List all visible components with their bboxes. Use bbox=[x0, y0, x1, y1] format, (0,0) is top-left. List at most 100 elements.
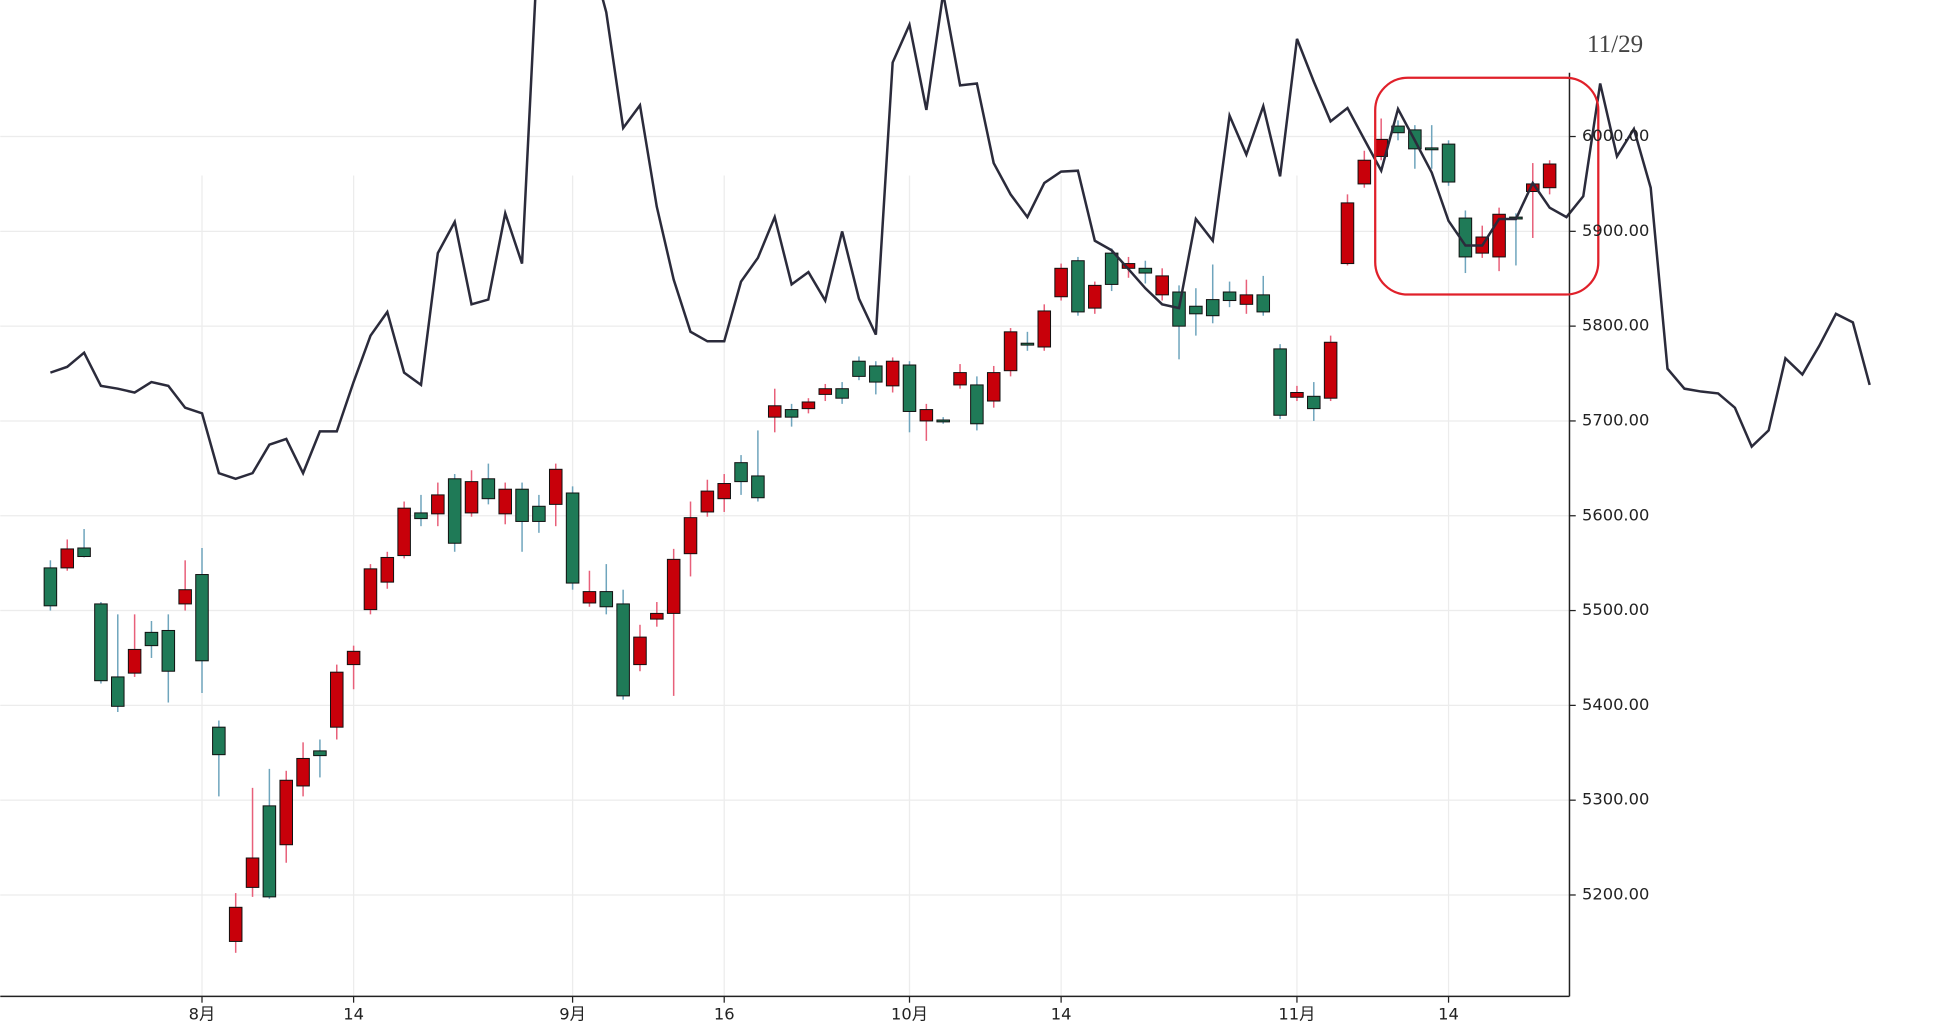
candle-body bbox=[852, 360, 866, 377]
candle-body bbox=[346, 650, 361, 666]
candle-body bbox=[1542, 163, 1557, 189]
candle-body bbox=[633, 636, 647, 666]
candle-body bbox=[1003, 331, 1018, 372]
candle-body bbox=[60, 548, 75, 569]
candle-body bbox=[481, 478, 496, 500]
candle-body bbox=[144, 631, 159, 647]
candle-body bbox=[683, 517, 698, 555]
y-tick-label: 5300.00 bbox=[1582, 790, 1649, 809]
y-tick-label: 5200.00 bbox=[1582, 884, 1649, 903]
candle-body bbox=[296, 757, 310, 787]
x-tick-label: 14 bbox=[1438, 1005, 1459, 1024]
line-series bbox=[49, 0, 1871, 481]
annotation: 11/29 bbox=[1587, 31, 1643, 58]
candle-body bbox=[1357, 159, 1372, 185]
candle-body bbox=[784, 409, 799, 418]
candle-body bbox=[1155, 275, 1169, 296]
candle-body bbox=[616, 603, 630, 697]
candle-body bbox=[582, 591, 597, 604]
candle-body bbox=[1323, 341, 1338, 399]
candle-body bbox=[329, 671, 344, 728]
candle-body bbox=[565, 492, 580, 584]
candle-body bbox=[1037, 310, 1052, 348]
y-tick-label: 5600.00 bbox=[1582, 505, 1649, 524]
candle-body bbox=[1054, 267, 1068, 298]
x-tick-label: 11月 bbox=[1278, 1005, 1315, 1024]
candle-body bbox=[431, 494, 445, 515]
candle-body bbox=[548, 468, 563, 505]
candle-body bbox=[1222, 291, 1237, 302]
candle-body bbox=[1441, 143, 1456, 183]
candle-body bbox=[1424, 147, 1439, 151]
candle-body bbox=[464, 481, 479, 514]
candle-body bbox=[801, 401, 816, 410]
candle-body bbox=[414, 512, 428, 520]
candle-body bbox=[1256, 294, 1271, 313]
candle-body bbox=[599, 591, 614, 608]
marks bbox=[43, 0, 1871, 953]
candle-body bbox=[936, 419, 950, 423]
candle-body bbox=[986, 372, 1001, 402]
candle-body bbox=[94, 603, 108, 682]
x-tick-label: 10月 bbox=[891, 1005, 928, 1024]
grid bbox=[0, 135, 1570, 997]
candle-body bbox=[363, 568, 378, 611]
candle-body bbox=[818, 388, 833, 395]
candle-body bbox=[1307, 395, 1321, 410]
candle-body bbox=[751, 475, 765, 499]
candle-body bbox=[195, 574, 209, 662]
candle-body bbox=[1088, 284, 1102, 309]
candle-body bbox=[212, 726, 226, 756]
candle-body bbox=[1205, 299, 1220, 317]
x-tick-label: 14 bbox=[343, 1005, 364, 1024]
labels: 5200.00 5300.00 5400.00 5500.00 5600.00 5700.… bbox=[189, 126, 1650, 1024]
candle-body bbox=[532, 505, 546, 522]
candle-body bbox=[835, 388, 849, 399]
candle-body bbox=[313, 750, 327, 757]
candle-body bbox=[1104, 252, 1119, 285]
candle-body bbox=[447, 478, 462, 544]
candle-body bbox=[953, 372, 967, 386]
candle-body bbox=[1020, 342, 1035, 346]
y-tick-label: 5500.00 bbox=[1582, 600, 1649, 619]
candle-body bbox=[262, 805, 277, 898]
x-tick-label: 16 bbox=[714, 1005, 735, 1024]
candle-body bbox=[666, 558, 681, 614]
candle-body bbox=[885, 360, 900, 387]
candle-body bbox=[734, 462, 748, 483]
candle-body bbox=[1340, 202, 1355, 265]
candle-body bbox=[245, 857, 260, 888]
candle-body bbox=[1138, 267, 1153, 274]
candle-body bbox=[902, 364, 917, 412]
candle-body bbox=[700, 490, 715, 513]
y-tick-label: 5900.00 bbox=[1582, 221, 1649, 240]
candle-body bbox=[1189, 305, 1203, 315]
candle-body bbox=[650, 612, 664, 620]
candle-body bbox=[178, 589, 192, 605]
candle-body bbox=[767, 405, 782, 418]
y-tick-label: 5700.00 bbox=[1582, 410, 1649, 429]
candle-body bbox=[380, 556, 395, 583]
x-tick-label: 8月 bbox=[189, 1005, 216, 1024]
y-tick-label: 6000.00 bbox=[1582, 126, 1649, 145]
candle-body bbox=[717, 483, 731, 500]
candle-body bbox=[161, 629, 176, 672]
highlight-box bbox=[1374, 76, 1600, 296]
candle-body bbox=[228, 906, 243, 942]
x-tick-label: 14 bbox=[1051, 1005, 1072, 1024]
candle-body bbox=[1071, 260, 1085, 313]
candle-body bbox=[279, 779, 293, 846]
candle-body bbox=[1273, 348, 1287, 416]
y-tick-label: 5400.00 bbox=[1582, 695, 1649, 714]
candle-body bbox=[869, 365, 883, 383]
x-tick-label: 9月 bbox=[559, 1005, 586, 1024]
candle-body bbox=[919, 409, 934, 422]
candle-body bbox=[397, 507, 411, 557]
candle-body bbox=[111, 676, 125, 707]
candle-body bbox=[1290, 392, 1304, 398]
candle-body bbox=[43, 567, 58, 607]
y-tick-label: 5800.00 bbox=[1582, 316, 1649, 335]
